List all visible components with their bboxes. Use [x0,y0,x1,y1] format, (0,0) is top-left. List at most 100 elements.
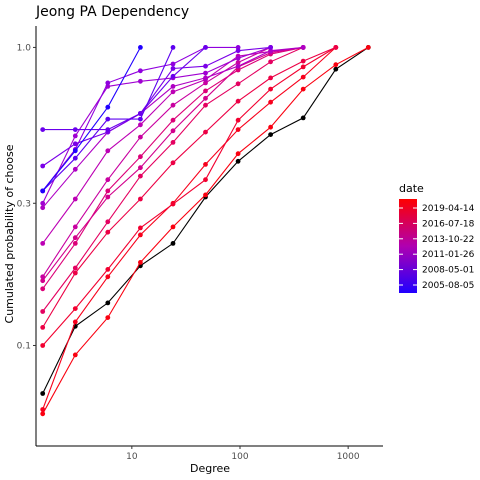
data-point [203,102,208,108]
legend-title: date [399,182,424,195]
series-line [42,46,337,346]
data-point [170,241,176,246]
data-point [203,162,208,167]
series-line [42,46,304,290]
data-point [105,267,111,272]
data-point [72,235,78,241]
series-line [42,47,141,192]
data-point [138,232,143,238]
data-point [170,45,176,50]
data-point [138,78,143,84]
data-point [40,278,46,284]
axes [35,26,383,447]
data-point [40,274,46,280]
data-point [300,74,306,80]
data-point [203,80,208,86]
data-point [138,122,143,128]
data-point [40,325,46,330]
data-point [72,148,78,154]
plot-area [40,45,371,417]
data-point [138,116,143,122]
data-point [170,128,176,134]
x-axis-title: Degree [190,462,230,475]
data-point [40,241,46,246]
data-point [268,59,273,65]
data-point [300,86,306,92]
data-point [170,201,176,207]
data-point [268,75,273,81]
legend-label: 2011-01-26 [422,250,475,260]
data-point [170,73,176,79]
series-1 [40,45,371,417]
data-point [170,61,176,67]
series-15 [40,45,208,132]
data-point [268,99,273,105]
chart-title: Jeong PA Dependency [35,4,189,20]
data-point [105,274,111,280]
x-tick-label: 1000 [337,452,360,462]
legend-label: 2013-10-22 [422,235,474,245]
data-point [72,270,78,276]
series-line [42,46,271,204]
data-point [72,265,78,271]
data-point [235,45,241,50]
data-point [203,45,208,50]
data-point [105,229,111,235]
data-point [40,200,46,206]
data-point [138,68,143,74]
series-line [42,46,206,131]
data-point [138,165,143,171]
data-point [40,343,46,348]
legend-colorbar [399,199,417,293]
data-point [138,173,143,179]
data-point [300,45,306,50]
data-point [170,66,176,71]
data-point [268,132,273,138]
legend-label: 2005-08-05 [422,281,474,291]
data-point [40,309,46,314]
data-point [138,45,143,50]
data-point [138,154,143,160]
data-point [203,192,208,198]
data-point [170,102,176,108]
series-3 [40,45,339,348]
data-point [138,260,143,265]
data-point [105,300,111,306]
series-16 [40,45,143,194]
data-point [333,66,339,72]
series-line [42,46,369,415]
data-point [105,315,111,320]
data-point [203,177,208,183]
data-point [203,70,208,76]
y-tick-label: 1.0 [17,43,32,53]
data-point [333,45,339,50]
legend-label: 2016-07-18 [422,219,475,229]
data-point [40,391,46,396]
data-point [235,127,241,132]
y-tick-label: 0.3 [17,199,31,209]
data-point [203,95,208,101]
data-point [235,151,241,157]
data-point [72,241,78,246]
legend-label: 2008-05-01 [422,266,474,276]
data-point [72,141,78,147]
series-line [42,46,271,167]
data-point [105,116,111,122]
data-point [300,58,306,64]
data-point [268,124,273,130]
data-point [72,319,78,325]
series-line [42,46,337,328]
data-point [40,127,46,132]
data-point [300,64,306,70]
data-point [203,88,208,94]
data-point [235,60,241,65]
data-point [72,196,78,202]
data-point [105,188,111,194]
data-point [170,89,176,95]
series-line [42,46,337,410]
data-point [170,84,176,89]
x-tick-label: 10 [126,452,138,462]
data-point [72,133,78,139]
data-point [138,225,143,231]
legend-label: 2019-04-14 [422,204,475,214]
